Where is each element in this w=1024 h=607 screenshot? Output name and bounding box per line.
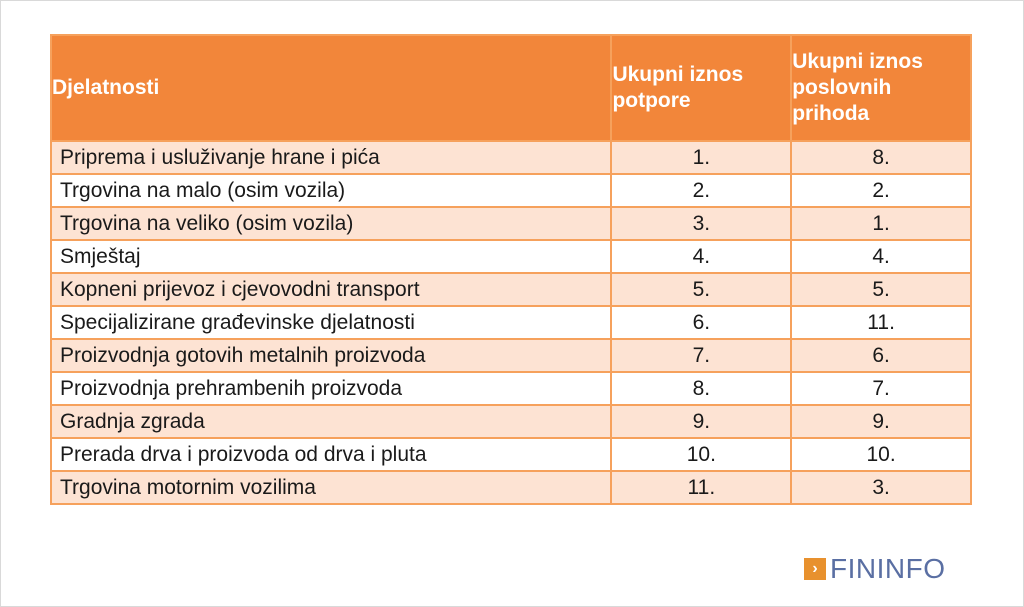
cell-support: 1. [610, 140, 793, 175]
table-row: Prerada drva i proizvoda od drva i pluta… [49, 437, 972, 472]
cell-activity: Proizvodnja gotovih metalnih proizvoda [49, 338, 613, 373]
table-row: Trgovina motornim vozilima 11. 3. [49, 470, 972, 505]
cell-support: 4. [610, 239, 793, 274]
cell-revenue: 2. [790, 173, 972, 208]
cell-activity: Smještaj [49, 239, 613, 274]
fininfo-logo: › FININFO [804, 553, 946, 585]
cell-support: 10. [610, 437, 793, 472]
cell-revenue: 3. [790, 470, 972, 505]
cell-support: 5. [610, 272, 793, 307]
cell-support: 2. [610, 173, 793, 208]
cell-support: 6. [610, 305, 793, 340]
table-row: Trgovina na malo (osim vozila) 2. 2. [49, 173, 972, 208]
cell-activity: Kopneni prijevoz i cjevovodni transport [49, 272, 613, 307]
cell-revenue: 4. [790, 239, 972, 274]
cell-revenue: 6. [790, 338, 972, 373]
table-row: Smještaj 4. 4. [49, 239, 972, 274]
cell-revenue: 10. [790, 437, 972, 472]
cell-support: 11. [610, 470, 793, 505]
logo-text: FININFO [830, 553, 946, 584]
cell-support: 7. [610, 338, 793, 373]
cell-activity: Priprema i usluživanje hrane i pića [49, 140, 613, 175]
cell-revenue: 9. [790, 404, 972, 439]
header-activity: Djelatnosti [49, 34, 613, 142]
cell-activity: Specijalizirane građevinske djelatnosti [49, 305, 613, 340]
table-header-row: Djelatnosti Ukupni iznos potpore Ukupni … [49, 34, 972, 142]
arrow-right-icon: › [804, 558, 826, 580]
cell-revenue: 8. [790, 140, 972, 175]
header-revenue: Ukupni iznos poslovnih prihoda [790, 34, 972, 142]
header-support: Ukupni iznos potpore [610, 34, 793, 142]
cell-revenue: 11. [790, 305, 972, 340]
table-row: Specijalizirane građevinske djelatnosti 6… [49, 305, 972, 340]
table-row: Priprema i usluživanje hrane i pića 1. 8. [49, 140, 972, 175]
table-row: Trgovina na veliko (osim vozila) 3. 1. [49, 206, 972, 241]
cell-activity: Trgovina na veliko (osim vozila) [49, 206, 613, 241]
table-row: Gradnja zgrada 9. 9. [49, 404, 972, 439]
cell-activity: Gradnja zgrada [49, 404, 613, 439]
table-row: Proizvodnja gotovih metalnih proizvoda 7.… [49, 338, 972, 373]
cell-activity: Prerada drva i proizvoda od drva i pluta [49, 437, 613, 472]
cell-activity: Trgovina motornim vozilima [49, 470, 613, 505]
table-row: Kopneni prijevoz i cjevovodni transport 5… [49, 272, 972, 307]
table-row: Proizvodnja prehrambenih proizvoda 8. 7. [49, 371, 972, 406]
cell-revenue: 7. [790, 371, 972, 406]
cell-activity: Trgovina na malo (osim vozila) [49, 173, 613, 208]
cell-activity: Proizvodnja prehrambenih proizvoda [49, 371, 613, 406]
ranking-table: Djelatnosti Ukupni iznos potpore Ukupni … [49, 34, 972, 505]
cell-support: 9. [610, 404, 793, 439]
cell-revenue: 1. [790, 206, 972, 241]
cell-support: 8. [610, 371, 793, 406]
cell-support: 3. [610, 206, 793, 241]
cell-revenue: 5. [790, 272, 972, 307]
